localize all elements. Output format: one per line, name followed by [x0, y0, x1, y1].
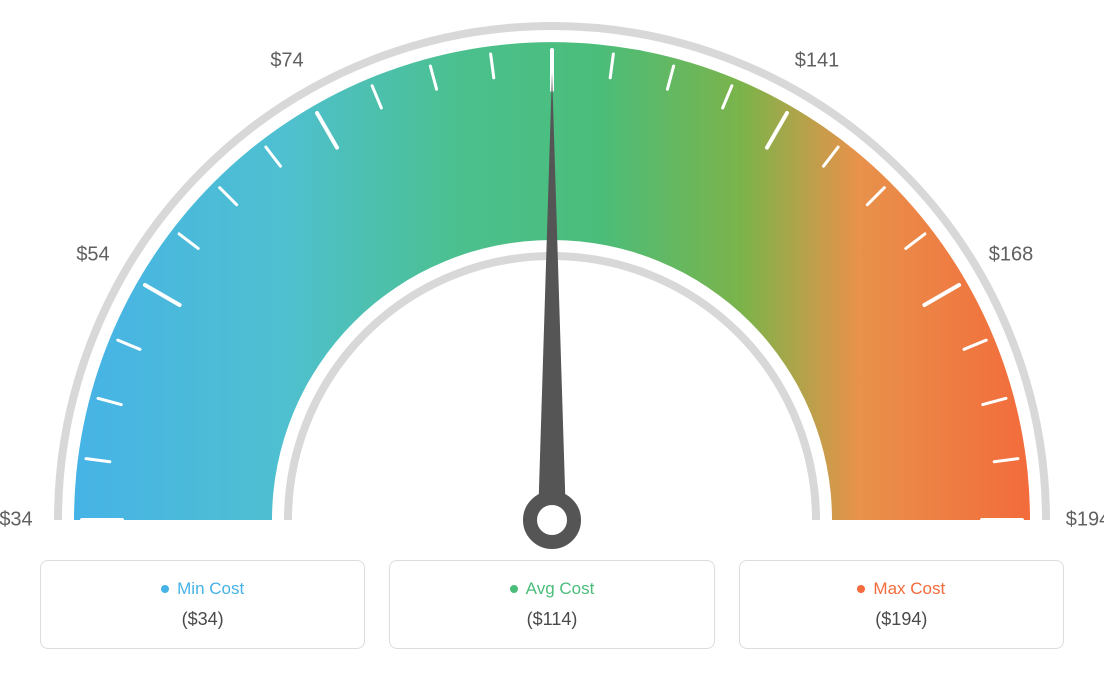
- gauge-tick-label: $194: [1066, 509, 1104, 532]
- gauge-tick-label: $168: [989, 244, 1034, 267]
- min-cost-value: ($34): [51, 609, 354, 630]
- gauge-tick-label: $114: [530, 0, 573, 2]
- stats-row: Min Cost ($34) Avg Cost ($114) Max Cost …: [0, 560, 1104, 649]
- gauge-tick-label: $54: [76, 244, 109, 267]
- gauge-chart: $34 $54 $74 $114 $141 $168 $194: [0, 0, 1104, 560]
- max-cost-box: Max Cost ($194): [739, 560, 1064, 649]
- gauge-tick-label: $74: [270, 50, 303, 73]
- max-cost-label: Max Cost: [857, 579, 945, 599]
- min-cost-label: Min Cost: [161, 579, 244, 599]
- gauge-tick-label: $141: [795, 50, 840, 73]
- max-cost-value: ($194): [750, 609, 1053, 630]
- gauge-tick-label: $34: [0, 509, 33, 532]
- avg-cost-box: Avg Cost ($114): [389, 560, 714, 649]
- avg-cost-value: ($114): [400, 609, 703, 630]
- min-cost-box: Min Cost ($34): [40, 560, 365, 649]
- avg-cost-label: Avg Cost: [510, 579, 595, 599]
- gauge-svg: [0, 0, 1104, 560]
